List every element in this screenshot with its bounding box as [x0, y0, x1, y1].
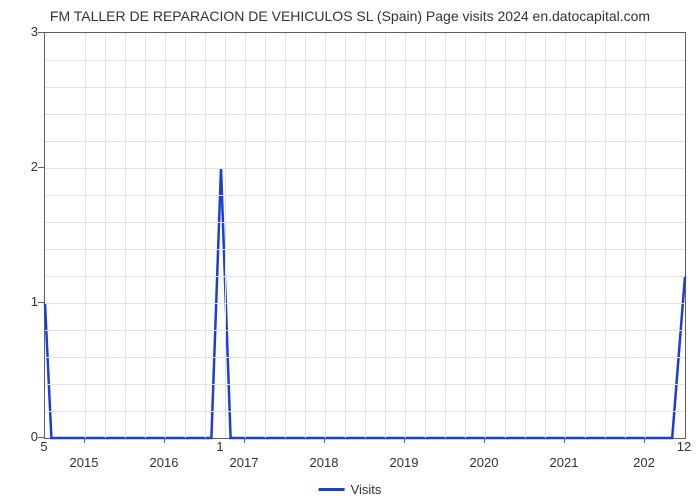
x-tick-label: 2018	[310, 455, 339, 470]
grid-line-v-minor	[545, 33, 546, 438]
y-tick-label: 2	[8, 159, 38, 174]
grid-line-v-minor	[605, 33, 606, 438]
x-tick-mark	[324, 437, 325, 443]
x-tick-label: 2015	[70, 455, 99, 470]
chart-container: FM TALLER DE REPARACION DE VEHICULOS SL …	[0, 0, 700, 500]
data-point-label: 12	[677, 439, 691, 454]
grid-line-v	[645, 33, 646, 438]
grid-line-v	[165, 33, 166, 438]
x-tick-mark	[564, 437, 565, 443]
grid-line-v-minor	[465, 33, 466, 438]
x-tick-label: 2017	[230, 455, 259, 470]
grid-line-v-minor	[145, 33, 146, 438]
grid-line-v-minor	[225, 33, 226, 438]
y-tick-label: 1	[8, 294, 38, 309]
x-tick-label: 2016	[150, 455, 179, 470]
x-tick-mark	[484, 437, 485, 443]
grid-line-v-minor	[385, 33, 386, 438]
grid-line-v-minor	[525, 33, 526, 438]
x-tick-label: 2019	[390, 455, 419, 470]
grid-line-v-minor	[265, 33, 266, 438]
legend-swatch	[319, 488, 345, 491]
grid-line-v-minor	[365, 33, 366, 438]
grid-line-v-minor	[625, 33, 626, 438]
y-tick-label: 3	[8, 24, 38, 39]
grid-line-v-minor	[345, 33, 346, 438]
legend: Visits	[319, 482, 382, 497]
data-point-label: 1	[216, 439, 223, 454]
x-tick-mark	[644, 437, 645, 443]
y-tick-mark	[38, 302, 44, 303]
x-tick-mark	[244, 437, 245, 443]
x-tick-mark	[84, 437, 85, 443]
grid-line-v-minor	[105, 33, 106, 438]
y-tick-label: 0	[8, 429, 38, 444]
legend-label: Visits	[351, 482, 382, 497]
chart-title: FM TALLER DE REPARACION DE VEHICULOS SL …	[0, 0, 700, 28]
grid-line-v-minor	[185, 33, 186, 438]
x-tick-mark	[164, 437, 165, 443]
grid-line-v	[565, 33, 566, 438]
grid-line-v-minor	[425, 33, 426, 438]
grid-line-v	[405, 33, 406, 438]
x-tick-label: 2020	[470, 455, 499, 470]
x-tick-mark	[404, 437, 405, 443]
grid-line-v-minor	[445, 33, 446, 438]
grid-line-v-minor	[505, 33, 506, 438]
plot-area	[44, 32, 686, 439]
x-tick-label: 202	[633, 455, 655, 470]
grid-line-v-minor	[125, 33, 126, 438]
data-point-label: 5	[40, 439, 47, 454]
grid-line-v-minor	[205, 33, 206, 438]
grid-line-v	[245, 33, 246, 438]
y-tick-mark	[38, 437, 44, 438]
grid-line-v-minor	[305, 33, 306, 438]
grid-line-v	[85, 33, 86, 438]
grid-line-v-minor	[285, 33, 286, 438]
grid-line-v	[485, 33, 486, 438]
grid-line-v-minor	[585, 33, 586, 438]
grid-line-v	[325, 33, 326, 438]
y-tick-mark	[38, 32, 44, 33]
x-tick-label: 2021	[550, 455, 579, 470]
y-tick-mark	[38, 167, 44, 168]
